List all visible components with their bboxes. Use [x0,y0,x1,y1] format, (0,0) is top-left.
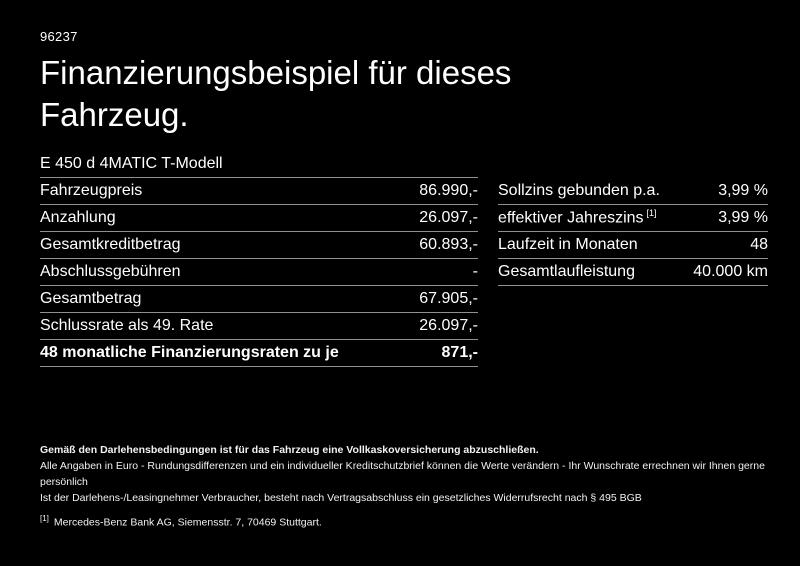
table-row-gesamtkreditbetrag: Gesamtkreditbetrag 60.893,- [40,232,478,259]
table-row-anzahlung: Anzahlung 26.097,- [40,205,478,232]
table-row-fahrzeugpreis: Fahrzeugpreis 86.990,- [40,178,478,205]
row-value: 86.990,- [419,182,478,199]
footnote-reference: [1] [646,208,657,219]
row-value: 26.097,- [419,317,478,334]
table-row-sollzins: Sollzins gebunden p.a. 3,99 % [498,178,768,205]
row-label: Schlussrate als 49. Rate [40,317,214,334]
row-label: Fahrzeugpreis [40,182,143,199]
conditions-table: Sollzins gebunden p.a. 3,99 % effektiver… [498,178,768,286]
disclaimer-line-1: Alle Angaben in Euro - Rundungsdifferenz… [40,460,765,488]
page-title: Finanzierungsbeispiel für dieses Fahrzeu… [40,54,512,133]
table-row-abschlussgebuehren: Abschlussgebühren - [40,259,478,286]
disclaimer-line-2: Ist der Darlehens-/Leasingnehmer Verbrau… [40,492,642,504]
row-label: Laufzeit in Monaten [498,236,638,253]
reference-number: 96237 [40,29,78,44]
row-label: Gesamtlaufleistung [498,263,635,280]
table-row-gesamtlaufleistung: Gesamtlaufleistung 40.000 km [498,259,768,286]
table-row-monthly-rate: 48 monatliche Finanzierungsraten zu je 8… [40,340,478,367]
row-label: Gesamtkreditbetrag [40,236,181,253]
row-value: 60.893,- [419,236,478,253]
vehicle-model: E 450 d 4MATIC T-Modell [40,150,478,178]
row-label: Gesamtbetrag [40,290,142,307]
row-value: 48 [750,236,768,253]
finance-table: E 450 d 4MATIC T-Modell Fahrzeugpreis 86… [40,150,478,367]
legal-footnotes: Gemäß den Darlehensbedingungen ist für d… [40,442,765,531]
row-value: 3,99 % [718,209,768,226]
row-label: 48 monatliche Finanzierungsraten zu je [40,344,339,361]
table-row-schlussrate: Schlussrate als 49. Rate 26.097,- [40,313,478,340]
row-value: 3,99 % [718,182,768,199]
row-label: Anzahlung [40,209,116,226]
row-value: 871,- [441,344,478,361]
row-label: effektiver Jahreszins [1] [498,208,657,227]
row-value: 67.905,- [419,290,478,307]
table-row-effektiver-jahreszins: effektiver Jahreszins [1] 3,99 % [498,205,768,232]
row-label: Abschlussgebühren [40,263,181,280]
row-value: 40.000 km [693,263,768,280]
table-row-gesamtbetrag: Gesamtbetrag 67.905,- [40,286,478,313]
footnote-text: Mercedes-Benz Bank AG, Siemensstr. 7, 70… [53,516,322,529]
row-value: - [472,263,478,280]
footnote-bank: [1] Mercedes-Benz Bank AG, Siemensstr. 7,… [40,511,765,531]
footnote-marker: [1] [40,514,49,523]
table-row-laufzeit: Laufzeit in Monaten 48 [498,232,768,259]
row-label: Sollzins gebunden p.a. [498,182,660,199]
insurance-note: Gemäß den Darlehensbedingungen ist für d… [40,444,539,456]
row-value: 26.097,- [419,209,478,226]
